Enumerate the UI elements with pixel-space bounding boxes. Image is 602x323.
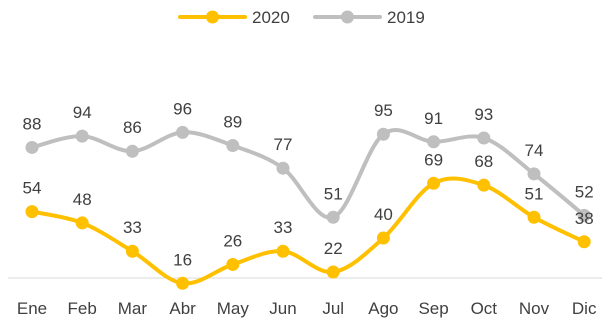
data-point-2019-jun[interactable] — [276, 161, 290, 175]
x-tick-label-nov: Nov — [519, 299, 550, 318]
x-tick-label-jul: Jul — [322, 299, 344, 318]
data-point-2020-abr[interactable] — [176, 276, 190, 290]
data-point-2019-feb[interactable] — [75, 129, 89, 143]
data-label-2020-jul: 22 — [324, 239, 343, 258]
data-point-2019-mar[interactable] — [125, 144, 139, 158]
data-label-2019-nov: 74 — [525, 141, 544, 160]
data-point-2020-feb[interactable] — [75, 216, 89, 230]
series-2020 — [25, 176, 591, 290]
data-label-2019-mar: 86 — [123, 118, 142, 137]
series-2019 — [25, 125, 591, 224]
data-point-2020-nov[interactable] — [527, 210, 541, 224]
data-label-2019-ene: 88 — [23, 114, 42, 133]
legend-label-2020: 2020 — [252, 8, 290, 27]
data-label-2020-feb: 48 — [73, 190, 92, 209]
data-point-2019-abr[interactable] — [176, 125, 190, 139]
data-label-2020-nov: 51 — [525, 184, 544, 203]
data-point-2019-ene[interactable] — [25, 140, 39, 154]
data-point-2020-mar[interactable] — [125, 244, 139, 258]
data-point-2020-ago[interactable] — [376, 231, 390, 245]
data-point-2020-oct[interactable] — [477, 178, 491, 192]
data-label-2020-abr: 16 — [173, 250, 192, 269]
data-point-2019-dic[interactable] — [577, 208, 591, 222]
x-tick-label-mar: Mar — [118, 299, 148, 318]
data-point-2019-nov[interactable] — [527, 167, 541, 181]
data-label-2020-jun: 33 — [274, 218, 293, 237]
legend-swatch-marker-2019 — [341, 10, 354, 24]
data-label-2019-feb: 94 — [73, 103, 92, 122]
data-point-2019-ago[interactable] — [376, 127, 390, 141]
data-point-2019-jul[interactable] — [326, 210, 340, 224]
data-label-2019-sep: 91 — [424, 109, 443, 128]
legend-item-2019[interactable]: 2019 — [313, 8, 425, 27]
data-point-2020-jul[interactable] — [326, 265, 340, 279]
x-tick-label-ene: Ene — [17, 299, 47, 318]
data-labels-layer: 88 94 86 96 89 77 51 95 91 93 74 52 54 48 33 16 26 33 22 40… — [23, 99, 594, 269]
data-point-2019-sep[interactable] — [427, 135, 441, 149]
data-label-2019-abr: 96 — [173, 99, 192, 118]
x-tick-label-sep: Sep — [418, 299, 448, 318]
legend: 2020 2019 — [178, 8, 425, 27]
series-layer — [25, 125, 591, 290]
data-label-2020-ene: 54 — [23, 179, 42, 198]
x-tick-label-abr: Abr — [169, 299, 196, 318]
x-tick-label-dic: Dic — [572, 299, 597, 318]
data-point-2019-may[interactable] — [226, 139, 240, 153]
data-point-2019-oct[interactable] — [477, 131, 491, 145]
data-point-2020-dic[interactable] — [577, 235, 591, 249]
data-point-2020-jun[interactable] — [276, 244, 290, 258]
x-tick-label-oct: Oct — [471, 299, 498, 318]
data-label-2019-ago: 95 — [374, 101, 393, 120]
x-axis-tick-labels: Ene Feb Mar Abr May Jun Jul Ago Sep Oct Nov Dic — [17, 299, 597, 318]
data-label-2020-dic: 38 — [575, 209, 594, 228]
legend-item-2020[interactable]: 2020 — [178, 8, 290, 27]
data-label-2020-mar: 33 — [123, 218, 142, 237]
x-tick-label-feb: Feb — [68, 299, 97, 318]
series-line-2020 — [30, 176, 587, 286]
data-point-2020-ene[interactable] — [25, 205, 39, 219]
data-label-2019-jun: 77 — [274, 135, 293, 154]
data-label-2020-ago: 40 — [374, 205, 393, 224]
data-point-2020-may[interactable] — [226, 257, 240, 271]
x-tick-label-jun: Jun — [269, 299, 296, 318]
legend-swatch-marker-2020 — [206, 10, 219, 24]
data-label-2019-jul: 51 — [324, 184, 343, 203]
data-label-2020-oct: 68 — [474, 152, 493, 171]
data-label-2020-sep: 69 — [424, 150, 443, 169]
x-tick-label-ago: Ago — [368, 299, 398, 318]
data-label-2020-may: 26 — [223, 231, 242, 250]
legend-label-2019: 2019 — [387, 8, 425, 27]
data-point-2020-sep[interactable] — [427, 176, 441, 190]
x-tick-label-may: May — [217, 299, 250, 318]
data-label-2019-may: 89 — [223, 113, 242, 132]
series-line-2019 — [30, 128, 587, 220]
data-label-2019-dic: 52 — [575, 182, 594, 201]
data-label-2019-oct: 93 — [474, 105, 493, 124]
